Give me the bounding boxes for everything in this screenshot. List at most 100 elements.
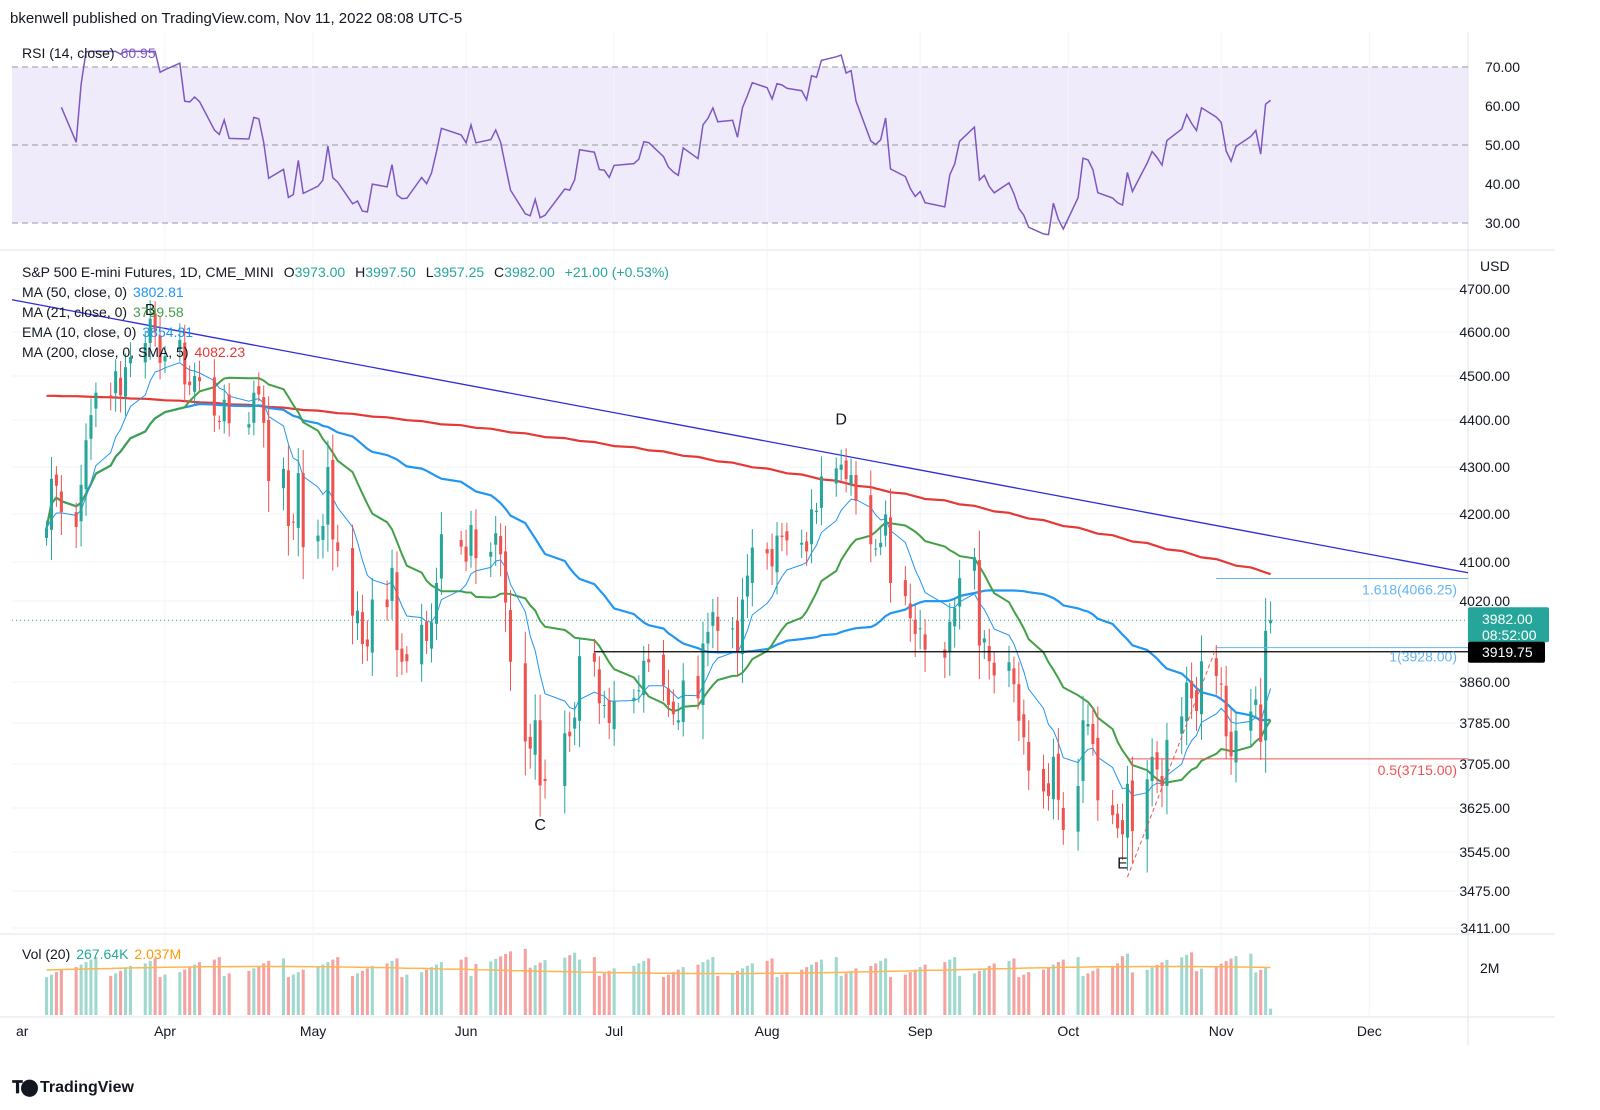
last-price-tag-countdown: 08:52:00	[1482, 627, 1537, 643]
volume-bar	[642, 960, 646, 1015]
volume-bar	[1017, 977, 1021, 1015]
volume-bar	[84, 962, 88, 1015]
fib-trend-line	[1126, 647, 1217, 878]
volume-bar	[637, 963, 641, 1015]
volume-bar	[1051, 964, 1055, 1015]
candle-body	[1155, 752, 1159, 770]
volume-bar	[800, 969, 804, 1015]
volume-bar	[1264, 967, 1268, 1015]
volume-bar	[592, 957, 596, 1015]
volume-bar	[908, 972, 912, 1015]
candle-body	[528, 736, 532, 749]
candle-body	[765, 549, 769, 554]
volume-pane	[45, 948, 1273, 1015]
candle-body	[913, 619, 917, 634]
candle-body	[1086, 724, 1090, 727]
candle-body	[459, 539, 463, 547]
candle-body	[425, 621, 429, 641]
volume-bar	[370, 965, 374, 1015]
candle-body	[109, 395, 113, 397]
candle-body	[1190, 680, 1194, 699]
indicator-ma50[interactable]: MA (50, close, 0) 3802.81	[22, 284, 190, 300]
candle-body	[834, 468, 838, 484]
price-tick-label: 3545.00	[1459, 844, 1510, 860]
rsi-tick-label: 50.00	[1485, 137, 1520, 153]
volume-legend[interactable]: Vol (20) 267.64K 2.037M	[22, 946, 187, 962]
volume-bar	[805, 967, 809, 1015]
ma21-value: 3799.58	[133, 304, 184, 320]
candle-body	[1229, 731, 1233, 757]
volume-bar	[1022, 974, 1026, 1015]
candle-body	[1254, 699, 1258, 705]
rsi-tick-label: 40.00	[1485, 176, 1520, 192]
candle-body	[661, 654, 666, 686]
volume-bar	[943, 962, 947, 1015]
logo-text: TradingView	[39, 1079, 134, 1096]
symbol-legend[interactable]: S&P 500 E-mini Futures, 1D, CME_MINI O39…	[22, 264, 675, 280]
candle-body	[538, 720, 542, 786]
ma50-name: MA (50, close, 0)	[22, 284, 128, 300]
candle-body	[1249, 711, 1253, 731]
indicator-ma21[interactable]: MA (21, close, 0) 3799.58	[22, 304, 190, 320]
candle-body	[1125, 783, 1129, 838]
candle-body	[469, 525, 473, 556]
candle-body	[958, 578, 962, 607]
candle-body	[731, 628, 735, 630]
volume-bar	[1199, 968, 1204, 1015]
volume-bar	[365, 968, 369, 1015]
candle-body	[637, 690, 641, 692]
candle-body	[74, 512, 78, 527]
candle-body	[740, 599, 744, 655]
x-axis-label: Dec	[1357, 1023, 1382, 1039]
candle-body	[1120, 820, 1125, 835]
rsi-band	[12, 67, 1468, 223]
volume-bar	[918, 967, 922, 1015]
candle-body	[405, 654, 409, 662]
volume-bar	[1160, 962, 1164, 1015]
volume-bar	[958, 975, 962, 1015]
candle-body	[992, 662, 996, 676]
volume-bar	[1269, 1008, 1273, 1015]
volume-bar	[612, 968, 616, 1015]
candle-body	[59, 491, 63, 513]
candle-body	[696, 675, 700, 699]
indicator-ema10[interactable]: EMA (10, close, 0) 3854.31	[22, 324, 199, 340]
volume-bar	[661, 977, 666, 1015]
candle-body	[750, 547, 754, 583]
price-tick-label: 3785.00	[1459, 715, 1510, 731]
candle-body	[1042, 768, 1046, 792]
candle-body	[119, 377, 123, 396]
indicator-ma200[interactable]: MA (200, close, 0, SMA, 5) 4082.23	[22, 344, 251, 360]
volume-bar	[267, 960, 271, 1015]
axes: 70.00 60.00 50.00 40.00 30.00 USD 4700.00 4600.…	[16, 59, 1549, 1039]
rsi-tick-label: 70.00	[1485, 59, 1520, 75]
tradingview-logo[interactable]: 𝐓⬤ TradingView	[12, 1078, 134, 1098]
volume-bar	[425, 969, 429, 1015]
price-tick-label: 3860.00	[1459, 674, 1510, 690]
volume-bar	[523, 948, 527, 1015]
volume-bar	[1234, 956, 1238, 1015]
volume-bar	[1111, 965, 1115, 1015]
candle-body	[770, 549, 774, 567]
volume-bar	[1012, 958, 1016, 1015]
candle-body	[844, 460, 848, 480]
candle-body	[918, 628, 922, 630]
volume-bar	[227, 973, 231, 1015]
volume-bar	[390, 960, 394, 1015]
price-tick-label: 3411.00	[1460, 920, 1510, 936]
candle-body	[355, 610, 360, 624]
candle-body	[874, 548, 878, 550]
candle-body	[301, 473, 305, 548]
candle-body	[336, 542, 340, 551]
candle-body	[923, 634, 927, 650]
volume-bar	[405, 974, 409, 1015]
volume-bar	[400, 977, 404, 1015]
volume-bar	[1007, 960, 1011, 1015]
candle-body	[1150, 756, 1154, 782]
volume-bar	[296, 972, 300, 1015]
volume-bar	[879, 960, 883, 1015]
candle-body	[222, 399, 226, 422]
candle-body	[1081, 720, 1085, 782]
volume-bar	[1076, 957, 1080, 1015]
